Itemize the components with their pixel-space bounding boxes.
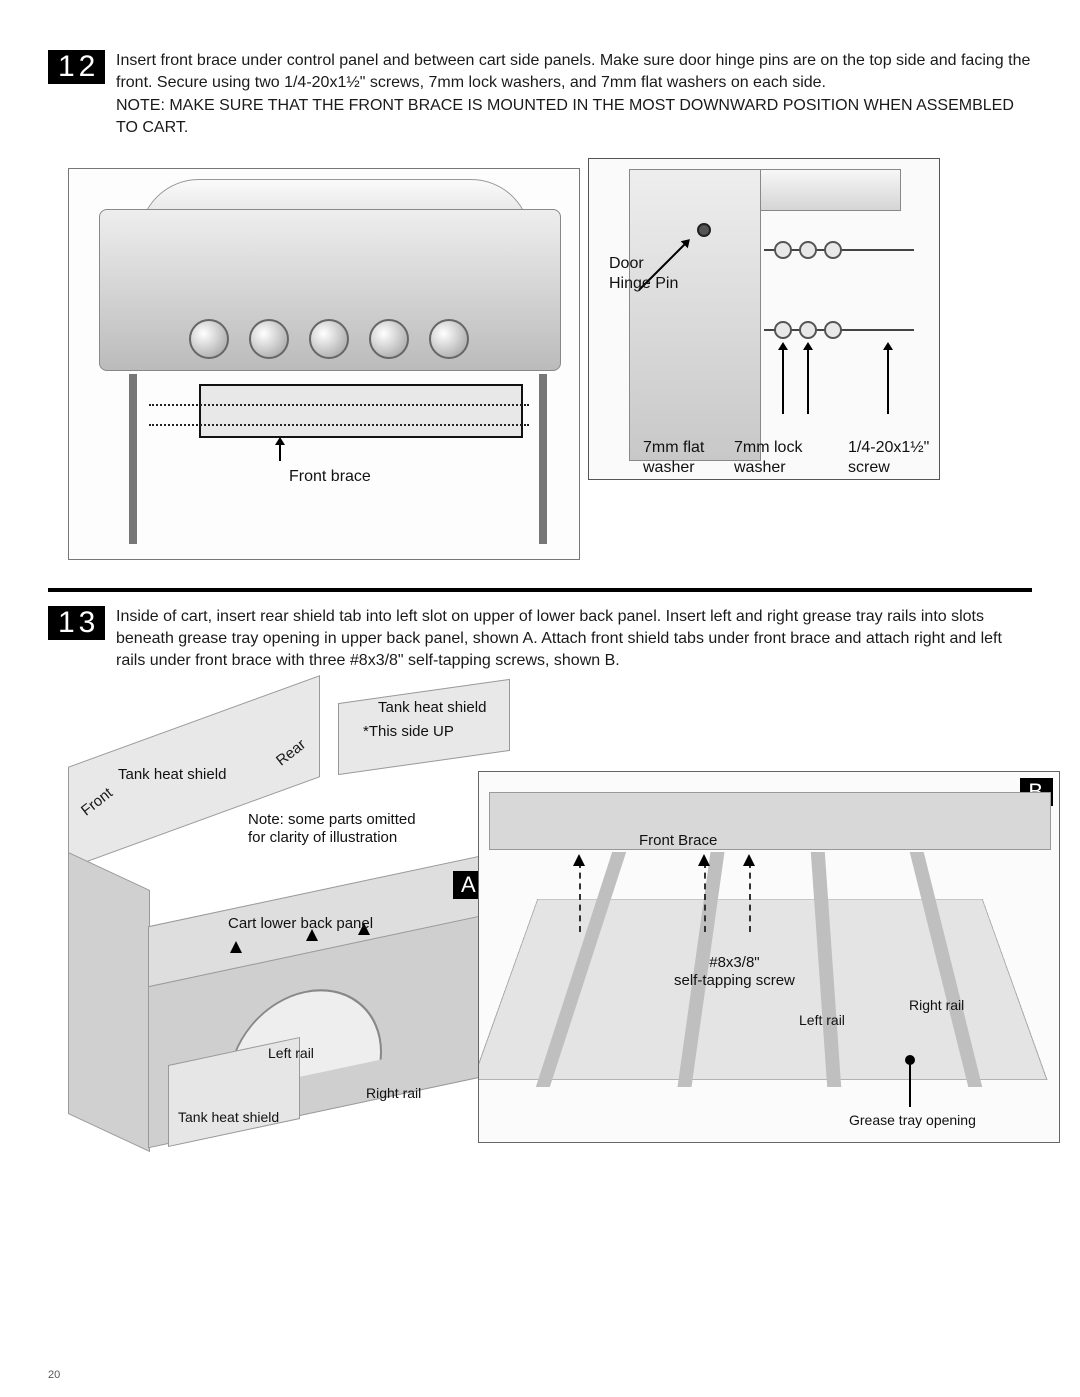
instruction-page: 12 Insert front brace under control pane… <box>0 0 1080 1397</box>
step-13-body: Inside of cart, insert rear shield tab i… <box>116 608 1002 668</box>
screw-dash <box>579 862 581 932</box>
cart-lower-back-panel-label: Cart lower back panel <box>228 915 373 933</box>
step-12-body: Insert front brace under control panel a… <box>116 52 1030 91</box>
step-12-block: 12 Insert front brace under control pane… <box>48 50 1032 588</box>
figure-12-grill: Front brace <box>68 168 580 560</box>
right-rail-label-a: Right rail <box>366 1085 421 1102</box>
figure-13-b: B Front Brace #8x3/8" self-tapping scr <box>478 771 1060 1143</box>
page-number: 20 <box>48 1369 60 1381</box>
this-side-up-label: *This side UP <box>363 723 454 741</box>
step-13-text: Inside of cart, insert rear shield tab i… <box>116 606 1032 671</box>
tank-heat-shield-label-1: Tank heat shield <box>118 766 226 784</box>
screw-label: 1/4-20x1½" screw <box>848 438 929 476</box>
cart-side-shape <box>68 852 150 1152</box>
flat-washer-label: 7mm flat washer <box>643 438 704 476</box>
figure-12-hardware: Door Hinge Pin <box>588 158 940 480</box>
callout-arrow <box>887 344 889 414</box>
step-divider <box>48 588 1032 592</box>
screw-dash <box>704 862 706 932</box>
cart-corner-shape <box>629 169 761 461</box>
step-12-text: Insert front brace under control panel a… <box>116 50 1032 138</box>
step-13-number: 13 <box>48 606 105 640</box>
insert-arrow-icon <box>230 941 242 953</box>
tank-heat-shield-label-2: Tank heat shield <box>378 699 486 717</box>
washer-icon <box>774 321 792 339</box>
step-13-block: 13 Inside of cart, insert rear shield ta… <box>48 606 1032 1151</box>
screw-arrow-icon <box>743 854 755 866</box>
screw-arrow-icon <box>698 854 710 866</box>
alignment-line <box>149 404 529 406</box>
left-rail-label-a: Left rail <box>268 1045 314 1062</box>
left-rail-label-b: Left rail <box>799 1012 845 1029</box>
cart-leg <box>539 374 547 544</box>
self-tapping-screw-label: #8x3/8" self-tapping screw <box>674 954 795 990</box>
front-brace-shape <box>489 792 1051 850</box>
washer-icon <box>824 321 842 339</box>
front-brace-label: Front brace <box>289 467 371 486</box>
figure-13-a: Front Rear Tank heat shield Tank heat sh… <box>58 681 508 1141</box>
washer-icon <box>774 241 792 259</box>
washer-icon <box>799 241 817 259</box>
lock-washer-label: 7mm lock washer <box>734 438 802 476</box>
step-12-note: NOTE: MAKE SURE THAT THE FRONT BRACE IS … <box>116 95 1032 138</box>
callout-arrow <box>807 344 809 414</box>
step-12-figures: Front brace <box>48 158 1032 588</box>
front-brace-outline <box>199 384 523 438</box>
screw-dash <box>749 862 751 932</box>
door-hinge-pin-label: Door Hinge Pin <box>609 254 678 292</box>
screw-arrow-icon <box>573 854 585 866</box>
parts-omitted-note: Note: some parts omitted for clarity of … <box>248 811 416 847</box>
cart-leg <box>129 374 137 544</box>
tank-heat-shield-label-3: Tank heat shield <box>178 1109 279 1126</box>
grease-tray-opening-label: Grease tray opening <box>849 1112 976 1129</box>
right-rail-label-b: Right rail <box>909 997 964 1014</box>
front-brace-label-b: Front Brace <box>639 832 717 850</box>
alignment-line <box>149 424 529 426</box>
washer-icon <box>799 321 817 339</box>
step-13-figures: Front Rear Tank heat shield Tank heat sh… <box>48 671 1032 1151</box>
step-12-number: 12 <box>48 50 105 84</box>
washer-icon <box>824 241 842 259</box>
callout-arrow <box>782 344 784 414</box>
callout-arrow <box>279 439 281 461</box>
